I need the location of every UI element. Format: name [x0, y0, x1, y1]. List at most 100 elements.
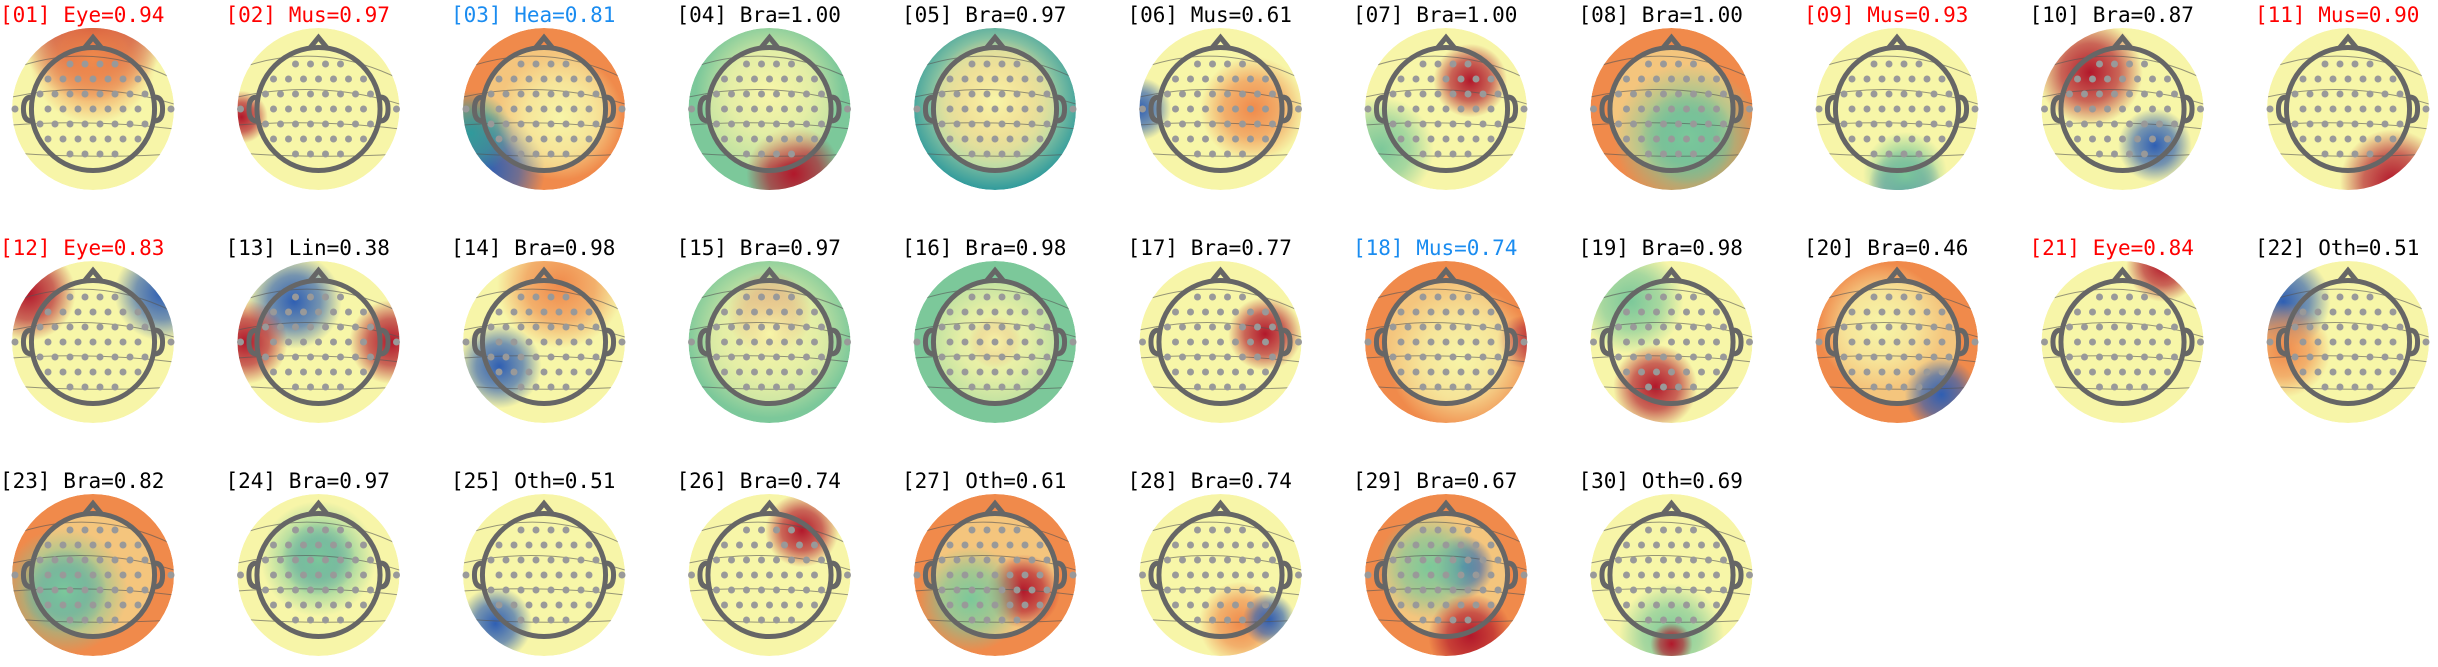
- sensor: [2422, 338, 2430, 346]
- sensor: [1683, 571, 1690, 579]
- sensor: [1675, 586, 1682, 594]
- panel-label: [23] Bra=0.82: [0, 469, 164, 493]
- sensor: [983, 616, 991, 624]
- sensor: [1006, 571, 1014, 579]
- sensor: [315, 105, 322, 113]
- sensor: [134, 308, 142, 316]
- head-outline: [254, 510, 383, 640]
- sensor: [803, 323, 810, 331]
- sensor: [1885, 293, 1893, 301]
- sensor: [315, 135, 322, 143]
- sensor: [510, 368, 518, 376]
- sensor: [1036, 571, 1044, 579]
- sensor: [307, 383, 314, 391]
- sensor: [946, 308, 954, 316]
- sensor: [1683, 308, 1690, 316]
- sensor: [285, 338, 292, 346]
- sensor: [811, 75, 818, 83]
- sensor: [1930, 90, 1938, 98]
- contour: [2041, 152, 2204, 157]
- sensor: [74, 571, 82, 579]
- sensor: [2359, 368, 2367, 376]
- sensor: [1930, 353, 1938, 361]
- sensor: [337, 90, 344, 98]
- contour: [12, 288, 174, 313]
- sensor: [1675, 120, 1682, 128]
- sensor: [1419, 526, 1427, 534]
- sensor: [111, 60, 119, 68]
- ear-right: [379, 560, 391, 590]
- sensor: [2081, 353, 2088, 361]
- sensor: [2381, 120, 2389, 128]
- sensor: [532, 120, 540, 128]
- sensor: [270, 338, 277, 346]
- sensor: [818, 120, 825, 128]
- sensor: [1232, 308, 1239, 316]
- sensor: [141, 323, 149, 331]
- sensor: [781, 75, 788, 83]
- sensor: [104, 75, 112, 83]
- sensor: [1187, 368, 1194, 376]
- sensor: [1262, 75, 1269, 83]
- sensor: [998, 90, 1006, 98]
- sensor: [1494, 353, 1502, 361]
- sensor: [991, 368, 999, 376]
- sensor: [89, 601, 97, 609]
- sensor: [1638, 75, 1645, 83]
- sensor: [1043, 90, 1051, 98]
- sensor: [104, 105, 112, 113]
- contour: [1816, 152, 1978, 157]
- nose: [1209, 266, 1232, 284]
- sensor: [2306, 90, 2314, 98]
- head-outline: [2058, 277, 2187, 407]
- sensor: [517, 120, 525, 128]
- sensor: [1668, 541, 1675, 549]
- sensor: [1464, 526, 1472, 534]
- sensor: [961, 601, 969, 609]
- sensor: [1698, 541, 1705, 549]
- sensor: [36, 323, 44, 331]
- sensor: [1885, 353, 1893, 361]
- sensor: [721, 368, 728, 376]
- sensor: [998, 586, 1006, 594]
- sensor: [74, 135, 82, 143]
- sensor: [1660, 120, 1667, 128]
- sensor: [104, 308, 112, 316]
- nose: [307, 499, 330, 517]
- sensor: [270, 571, 277, 579]
- nose: [758, 33, 781, 51]
- sensor: [345, 601, 352, 609]
- sensor: [968, 383, 976, 391]
- sensor: [736, 571, 743, 579]
- sensor: [570, 338, 578, 346]
- sensor: [781, 338, 788, 346]
- sensor: [1668, 571, 1675, 579]
- sensor: [1172, 75, 1179, 83]
- sensor: [1638, 308, 1645, 316]
- sensor: [1434, 293, 1442, 301]
- sensor: [517, 586, 525, 594]
- sensor: [1870, 60, 1878, 68]
- sensor: [968, 616, 976, 624]
- sensor: [2141, 120, 2148, 128]
- sensor: [126, 120, 134, 128]
- sensor: [1412, 571, 1420, 579]
- sensor: [277, 556, 284, 564]
- ear-right: [1732, 94, 1744, 124]
- sensor: [758, 616, 765, 624]
- sensor: [1006, 541, 1014, 549]
- sensor: [577, 353, 585, 361]
- sensor: [126, 323, 134, 331]
- sensor: [59, 601, 67, 609]
- sensor: [540, 571, 548, 579]
- sensor: [66, 383, 74, 391]
- sensor: [721, 338, 728, 346]
- sensor: [1164, 556, 1171, 564]
- sensor: [796, 105, 803, 113]
- sensor: [270, 541, 277, 549]
- sensor: [1668, 75, 1675, 83]
- nose: [758, 266, 781, 284]
- sensor: [1434, 120, 1442, 128]
- sensor: [1043, 556, 1051, 564]
- sensor: [1945, 353, 1953, 361]
